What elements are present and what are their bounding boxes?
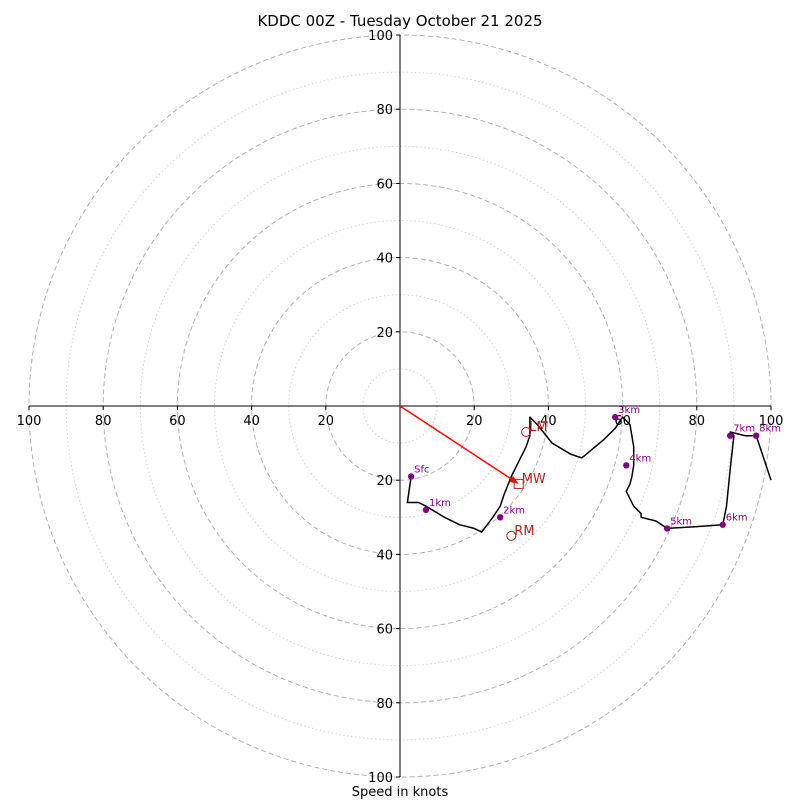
y-tick-label: 100 [368,29,393,44]
x-tick-label: 60 [614,414,631,429]
height-marker-4km [623,462,630,469]
profile-line [406,416,772,533]
x-tick-label: 100 [759,414,784,429]
x-tick-label: 60 [169,414,186,429]
y-tick-label: 40 [376,252,393,267]
height-label-5km: 5km [670,516,692,527]
height-label-6km: 6km [726,513,748,524]
tick-labels: 100 80 60 40 20 20 40 60 80 100 100 80 60 40 20 20 40 60 8… [17,29,784,786]
y-tick-label: 20 [376,474,393,489]
x-tick-label: 100 [17,414,42,429]
x-tick-label: 40 [243,414,260,429]
height-label-8km: 8km [759,424,781,435]
height-label-3km: 3km [618,405,640,416]
storm-motion-rm-label: RM [514,524,534,539]
y-tick-label: 80 [376,103,393,118]
height-label-sfc: Sfc [414,464,429,475]
x-tick-label: 40 [540,414,557,429]
height-marker-8km [752,432,760,439]
x-tick-label: 20 [466,414,483,429]
height-label-4km: 4km [629,453,651,464]
chart-title: KDDC 00Z - Tuesday October 21 2025 [257,12,542,30]
height-label-1km: 1km [429,498,451,509]
height-label-2km: 2km [503,505,525,516]
storm-motions: LM MW RM [399,405,548,541]
mean-wind-vector [399,405,512,480]
y-tick-label: 100 [368,771,393,786]
height-marker-7km [726,432,734,439]
storm-motion-mw-label: MW [522,472,546,487]
storm-motion-rm-marker [506,530,517,541]
y-tick-label: 40 [376,548,393,563]
height-marker-6km [719,521,726,528]
x-tick-label: 80 [95,414,112,429]
storm-motion-lm-marker [521,426,532,437]
height-label-7km: 7km [733,424,755,435]
height-markers: Sfc 1km 2km 3km 4km 5km 6km 7km 8km [407,405,781,532]
height-marker-3km [611,413,619,421]
height-marker-sfc [407,473,415,480]
y-tick-label: 60 [376,177,393,192]
height-marker-2km [496,514,504,521]
height-marker-5km [663,525,671,532]
height-marker-1km [422,506,430,514]
x-tick-label: 80 [689,414,706,429]
y-tick-label: 80 [376,697,393,712]
x-tick-label: 20 [318,414,335,429]
y-tick-label: 20 [376,326,393,341]
wind-profile [406,416,772,533]
storm-motion-mw-marker [513,478,524,489]
storm-motion-lm-label: LM [529,420,547,435]
x-axis-label: Speed in knots [352,785,449,800]
y-tick-label: 60 [376,623,393,638]
